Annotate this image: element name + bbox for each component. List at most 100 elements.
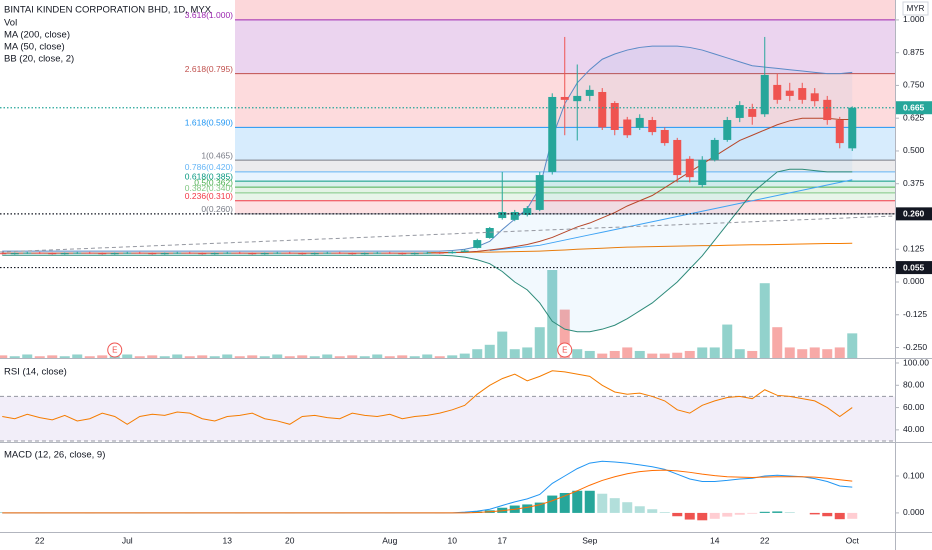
- volume-bar: [184, 356, 195, 358]
- macd-histogram: [759, 511, 770, 513]
- price-label-box: [896, 207, 932, 221]
- candle-body: [185, 252, 194, 254]
- volume-bar: [509, 349, 520, 358]
- candle-body: [598, 91, 607, 128]
- volume-bar: [559, 309, 570, 358]
- fib-label: 3.618(1.000): [185, 10, 233, 20]
- macd-histogram: [547, 495, 558, 513]
- candle-body: [323, 252, 332, 254]
- fib-label: 1.618(0.590): [185, 118, 233, 128]
- candle-body: [848, 107, 857, 149]
- legend-item: MA (50, close): [4, 42, 65, 53]
- macd-histogram: [684, 512, 695, 520]
- fib-label: 0.786(0.420): [185, 162, 233, 172]
- price-label-box: [896, 101, 932, 115]
- volume-bar: [684, 350, 695, 358]
- currency-box: [902, 1, 929, 16]
- x-tick-label: 13: [223, 535, 233, 545]
- volume-bar: [772, 327, 783, 358]
- rsi-band: [0, 396, 895, 441]
- macd-histogram: [634, 506, 645, 513]
- volume-bar: [222, 354, 233, 358]
- volume-bar: [609, 350, 620, 358]
- volume-bar: [384, 356, 395, 358]
- candle-body: [48, 253, 57, 255]
- candle-body: [373, 252, 382, 254]
- event-marker: [557, 342, 573, 358]
- volume-bar: [847, 333, 858, 358]
- indicator-line: [489, 179, 853, 252]
- candle-body: [123, 252, 132, 254]
- macd-histogram: [559, 492, 570, 513]
- candle-body: [623, 119, 632, 136]
- fib-label: 0.382(0.340): [185, 183, 233, 193]
- candle-body: [523, 208, 532, 215]
- volume-bar: [584, 350, 595, 358]
- indicator-line: [2, 168, 853, 333]
- volume-bar: [272, 354, 283, 358]
- fib-label: 0.618(0.385): [185, 171, 233, 181]
- volume-bar: [234, 356, 245, 358]
- candle-body: [310, 253, 319, 255]
- indicator-line: [427, 242, 853, 254]
- candle-body: [685, 158, 694, 178]
- volume-bar: [359, 356, 370, 358]
- y-tick-label: 40.00: [903, 424, 925, 434]
- candle-body: [135, 252, 144, 254]
- macd-histogram: [697, 512, 708, 521]
- volume-bar: [422, 354, 433, 358]
- candle-body: [485, 228, 494, 238]
- candle-body: [110, 253, 119, 255]
- candle-body: [798, 88, 807, 100]
- fib-band: [235, 160, 895, 172]
- x-tick-label: 22: [760, 535, 770, 545]
- candle-body: [35, 252, 44, 254]
- volume-bar: [659, 353, 670, 358]
- macd-histogram: [784, 512, 795, 513]
- volume-bar: [622, 347, 633, 358]
- candle-body: [498, 212, 507, 219]
- volume-bar: [284, 356, 295, 358]
- volume-bar: [22, 354, 33, 358]
- candle-body: [85, 252, 94, 254]
- candle-body: [835, 120, 844, 144]
- macd-histogram: [597, 493, 608, 513]
- candle-body: [435, 252, 444, 254]
- macd-histogram: [522, 504, 533, 513]
- macd-histogram: [809, 512, 820, 515]
- fib-band: [235, 181, 895, 188]
- x-tick-label: Oct: [846, 535, 860, 545]
- candle-body: [98, 253, 107, 255]
- price-label: 0.055: [903, 262, 925, 272]
- volume-bar: [34, 356, 45, 358]
- candle-body: [785, 90, 794, 96]
- fib-band: [235, 192, 895, 201]
- y-tick-label: 0.375: [903, 178, 925, 188]
- volume-bar: [484, 344, 495, 358]
- candle-body: [610, 102, 619, 130]
- candle-body: [473, 240, 482, 248]
- candle-body: [10, 253, 19, 255]
- x-tick-label: 20: [285, 535, 295, 545]
- candle-body: [360, 253, 369, 255]
- y-tick-label: 0.625: [903, 112, 925, 122]
- candle-body: [573, 95, 582, 102]
- y-tick-label: 60.00: [903, 402, 925, 412]
- macd-histogram: [659, 512, 670, 513]
- volume-bar: [72, 354, 83, 358]
- candle-body: [810, 93, 819, 102]
- volume-bar: [834, 347, 845, 358]
- candle-body: [210, 253, 219, 255]
- y-tick-label: 0.875: [903, 47, 925, 57]
- y-tick-label: 80.00: [903, 380, 925, 390]
- candle-body: [173, 252, 182, 254]
- volume-bar: [259, 356, 270, 358]
- legend-item: MA (200, close): [4, 30, 70, 41]
- y-tick-label: -0.250: [903, 342, 927, 352]
- volume-bar: [172, 354, 183, 358]
- macd-histogram: [822, 512, 833, 517]
- candle-body: [260, 253, 269, 255]
- volume-bar: [459, 353, 470, 358]
